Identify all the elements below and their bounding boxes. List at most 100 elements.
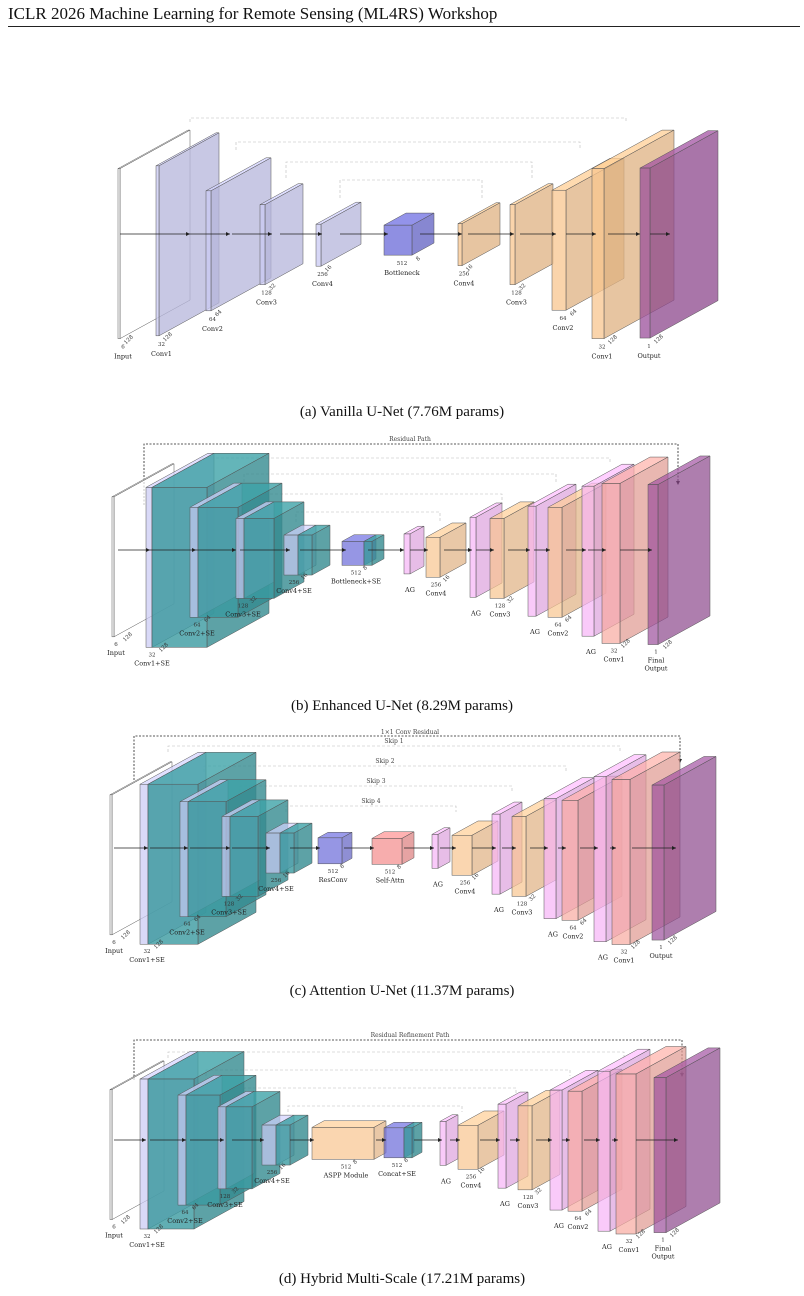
dim-channels: 256 xyxy=(317,272,328,278)
block-label: AG xyxy=(547,931,558,939)
forward-arrow-13-head xyxy=(596,1138,600,1142)
forward-arrow-2-head xyxy=(182,1138,186,1142)
skip-2 xyxy=(235,141,581,150)
dim-channels: 32 xyxy=(626,1239,633,1245)
block-label: Conv4+SE xyxy=(276,587,312,595)
dim-channels: 256 xyxy=(431,582,442,588)
block-label: Input xyxy=(114,353,132,361)
block-label: AG xyxy=(601,1243,612,1251)
dim-size: 8 xyxy=(339,863,346,870)
page-header: ICLR 2026 Machine Learning for Remote Se… xyxy=(8,4,498,23)
dim-channels: 64 xyxy=(184,922,191,928)
dim-size: 64 xyxy=(191,1202,201,1212)
residual-path-label: 1×1 Conv Residual xyxy=(381,729,439,736)
forward-arrow-5-head xyxy=(342,548,346,552)
forward-arrow-9-head xyxy=(496,1138,500,1142)
dim-channels: 32 xyxy=(599,345,606,351)
block-label: Input xyxy=(105,947,123,955)
block-label: Final xyxy=(648,657,665,665)
dim-channels: 32 xyxy=(621,950,628,956)
dim-size: 32 xyxy=(268,283,277,292)
dim-size: 8 xyxy=(396,864,403,871)
dim-channels: 512 xyxy=(341,1164,352,1170)
forward-arrow-14-head xyxy=(648,548,652,552)
block-label: Conv2 xyxy=(548,629,569,637)
block-label: Conv4 xyxy=(461,1181,482,1189)
block-label: AG xyxy=(470,609,481,617)
dim-channels: 512 xyxy=(392,1163,403,1169)
dim-channels: 64 xyxy=(570,925,577,931)
dim-channels: 1 xyxy=(661,1238,665,1244)
dim-channels: 128 xyxy=(511,291,522,297)
forward-arrow-13-head xyxy=(602,548,606,552)
forward-arrow-8-head xyxy=(456,1138,460,1142)
dim-size: 8 xyxy=(352,1159,359,1166)
block-label: Conv4+SE xyxy=(258,885,294,893)
residual-path xyxy=(133,735,681,780)
forward-arrow-4-head xyxy=(318,232,322,236)
dim-channels: 128 xyxy=(261,291,272,297)
forward-arrow-14-head xyxy=(614,1138,618,1142)
figure-panel-b: Residual Path 6 128 Input 32 128 Conv1+SE 64 64 C… xyxy=(107,436,711,714)
block-label: Conv1+SE xyxy=(129,1241,165,1249)
block-4-b xyxy=(229,799,289,897)
dim-channels: 512 xyxy=(328,869,339,875)
forward-arrow-3-head xyxy=(220,1138,224,1142)
forward-arrow-1-head xyxy=(144,846,148,850)
forward-arrow-11-head xyxy=(666,232,670,236)
block-16 xyxy=(651,756,717,941)
dim-size: 16 xyxy=(282,870,292,880)
forward-arrow-7-head xyxy=(430,846,434,850)
forward-arrow-10-head xyxy=(512,846,516,850)
block-label: Conv3 xyxy=(512,908,533,916)
forward-arrow-1-head xyxy=(186,232,190,236)
forward-arrow-10-head xyxy=(526,548,530,552)
block-label: AG xyxy=(432,880,443,888)
block-7 xyxy=(371,831,415,865)
dim-channels: 1 xyxy=(654,650,658,656)
block-label: Self-Attn xyxy=(376,876,405,884)
dim-channels: 128 xyxy=(220,1194,231,1200)
block-label: Conv2+SE xyxy=(167,1217,203,1225)
dim-channels: 128 xyxy=(238,603,249,609)
header-rule xyxy=(8,26,800,27)
block-label: AG xyxy=(585,648,596,656)
forward-arrow-6-head xyxy=(400,548,404,552)
dim-size: 16 xyxy=(442,574,452,584)
figure-panel-c: 1×1 Conv Residual Skip 1 Skip 2 Skip 3 Skip … xyxy=(105,729,717,999)
block-label: Bottleneck xyxy=(384,269,420,277)
forward-arrow-2-head xyxy=(226,232,230,236)
forward-arrow-12-head xyxy=(566,1138,570,1142)
block-label: Output xyxy=(649,952,672,960)
diagram-vanilla-unet: 6128Input32128Conv16464Conv212832Conv325… xyxy=(114,117,719,361)
dim-channels: 128 xyxy=(517,901,528,907)
dim-channels: 6 xyxy=(112,940,116,946)
dim-size: 64 xyxy=(203,614,213,624)
dim-size: 64 xyxy=(214,309,224,319)
dim-size: 32 xyxy=(518,283,527,292)
dim-channels: 128 xyxy=(224,901,235,907)
block-label: Conv2+SE xyxy=(179,629,215,637)
dim-channels: 32 xyxy=(149,652,156,658)
skip-label-3: Skip 3 xyxy=(366,778,385,785)
block-label: Conv2 xyxy=(553,324,574,332)
forward-arrow-15-head xyxy=(674,1138,678,1142)
forward-arrow-7-head xyxy=(438,1138,442,1142)
dim-channels: 32 xyxy=(144,949,151,955)
forward-arrow-2-head xyxy=(192,548,196,552)
dim-channels: 256 xyxy=(459,272,470,278)
dim-size: 16 xyxy=(471,872,481,882)
dim-channels: 6 xyxy=(121,345,125,351)
forward-arrow-11-head xyxy=(548,1138,552,1142)
caption-d: (d) Hybrid Multi-Scale (17.21M params) xyxy=(278,1271,526,1287)
block-label: Conv4+SE xyxy=(254,1177,290,1185)
block-label: ASPP Module xyxy=(323,1171,369,1179)
dim-size: 64 xyxy=(193,914,203,924)
dim-channels: 6 xyxy=(112,1225,116,1231)
dim-channels: 128 xyxy=(523,1195,534,1201)
forward-arrow-7-head xyxy=(424,548,428,552)
block-label: Output xyxy=(651,1253,674,1261)
diagram-attention-unet: 1×1 Conv Residual Skip 1 Skip 2 Skip 3 Skip … xyxy=(105,729,717,965)
